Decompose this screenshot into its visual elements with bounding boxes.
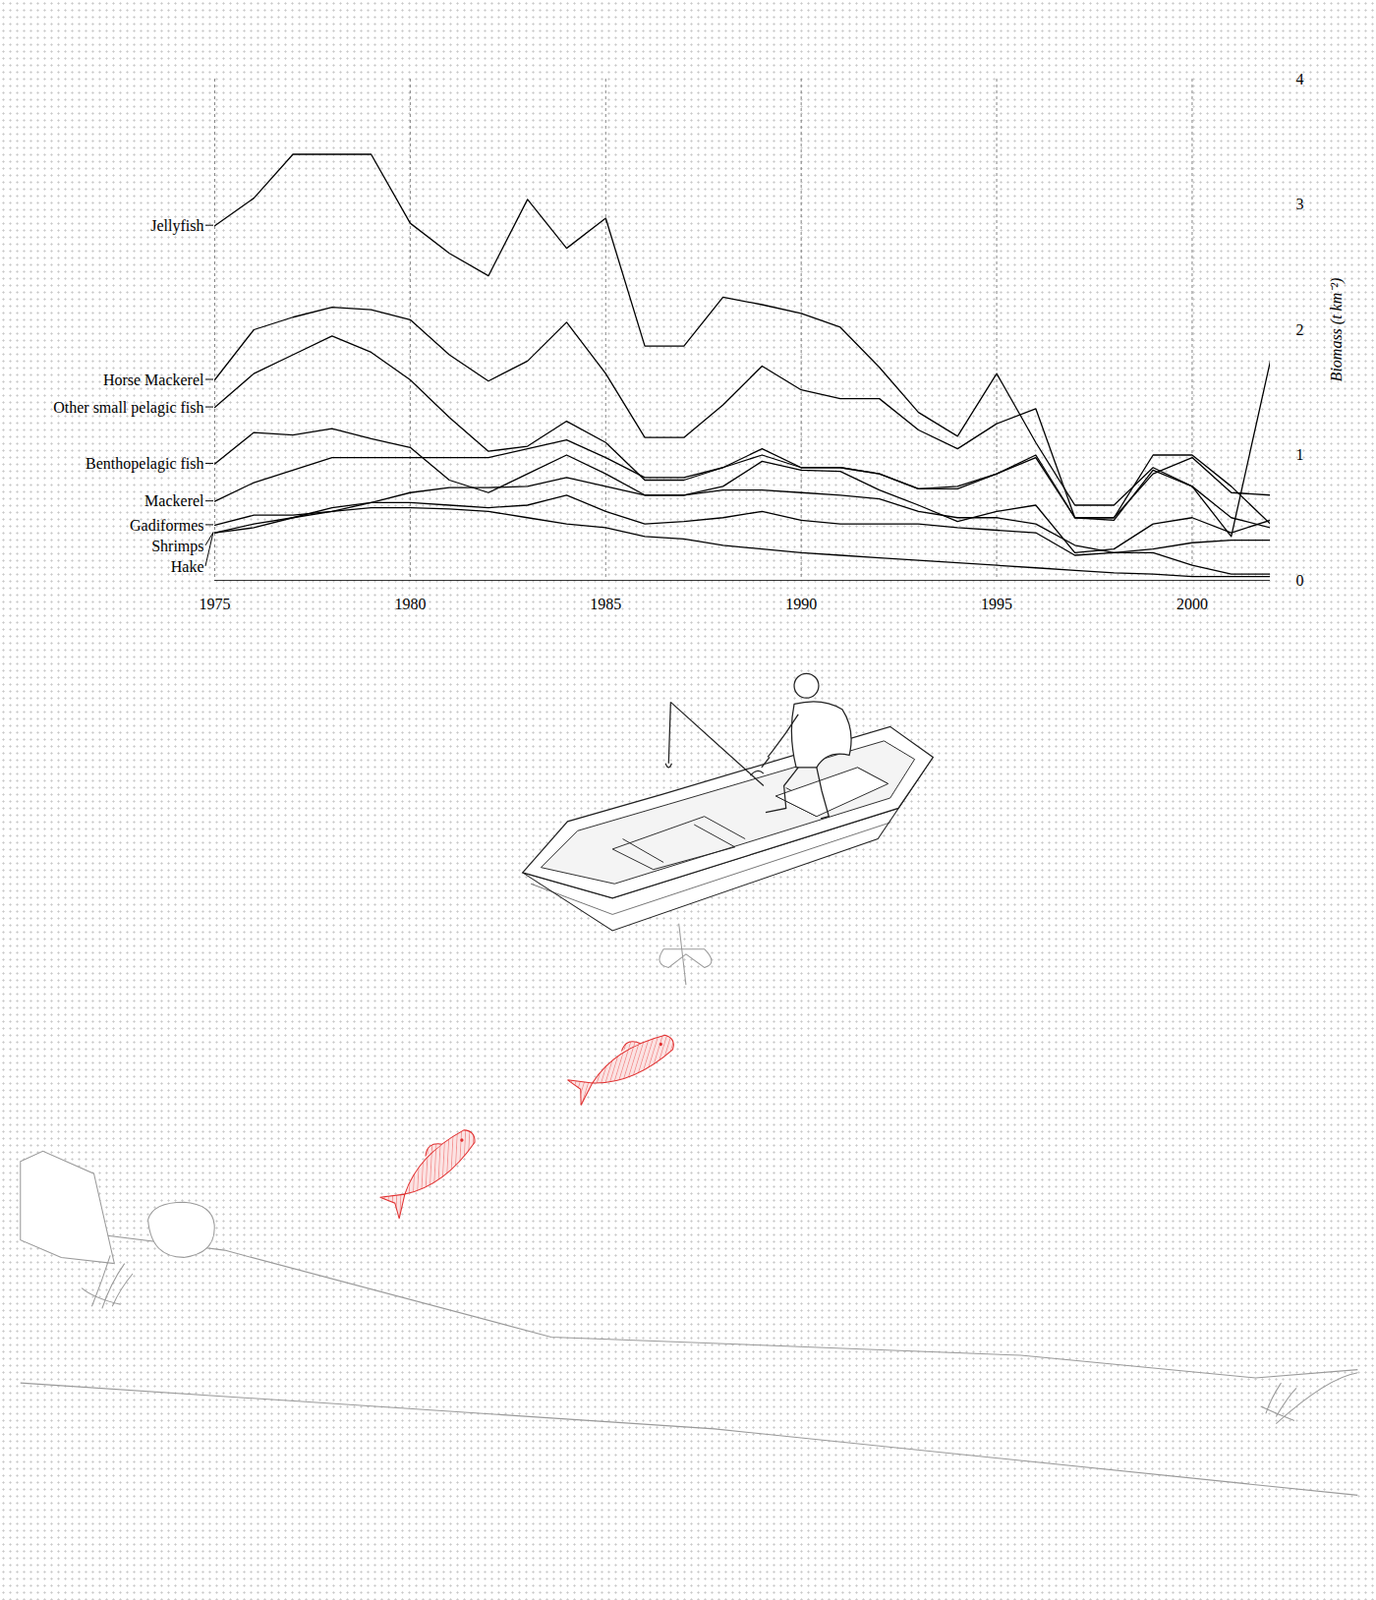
svg-text:Gadiformes: Gadiformes (129, 516, 205, 534)
svg-text:Shrimps: Shrimps (151, 537, 204, 556)
svg-text:1990: 1990 (785, 595, 817, 613)
svg-text:3: 3 (1296, 195, 1305, 213)
svg-text:1985: 1985 (589, 595, 622, 613)
svg-text:1980: 1980 (394, 595, 426, 613)
svg-text:1975: 1975 (199, 595, 231, 613)
svg-text:1995: 1995 (980, 595, 1013, 613)
svg-text:1: 1 (1296, 446, 1305, 463)
svg-text:2: 2 (1296, 321, 1305, 339)
svg-text:Biomass (t km⁻²): Biomass (t km⁻²) (1327, 278, 1346, 383)
svg-text:Benthopelagic fish: Benthopelagic fish (85, 455, 204, 473)
svg-text:0: 0 (1296, 572, 1305, 589)
svg-text:Other small pelagic fish: Other small pelagic fish (53, 399, 204, 417)
svg-text:Jellyfish: Jellyfish (150, 217, 204, 235)
svg-text:2000: 2000 (1176, 595, 1208, 613)
svg-text:Hake: Hake (171, 558, 205, 575)
svg-text:Horse Mackerel: Horse Mackerel (103, 371, 205, 389)
svg-text:4: 4 (1296, 70, 1305, 88)
svg-text:Mackerel: Mackerel (144, 492, 205, 510)
